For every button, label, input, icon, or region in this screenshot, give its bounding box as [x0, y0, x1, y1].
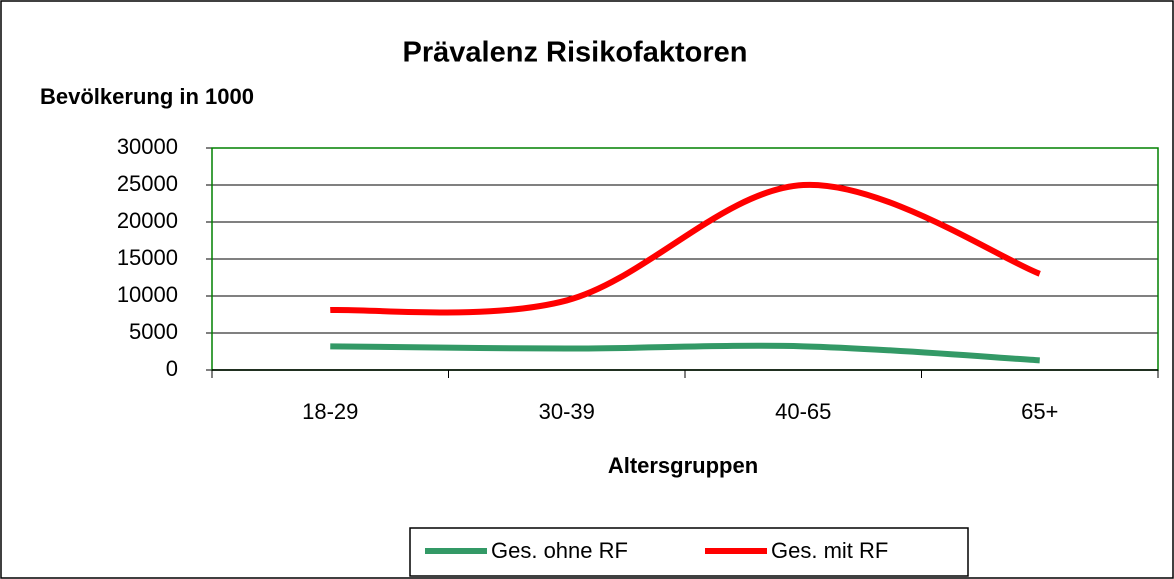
y-tick-label: 30000 [117, 134, 178, 159]
y-tick-label: 0 [166, 356, 178, 381]
chart-title: Prävalenz Risikofaktoren [403, 37, 748, 69]
x-tick-label: 30-39 [539, 399, 595, 424]
x-tick-label: 65+ [1021, 399, 1058, 424]
y-tick-label: 25000 [117, 171, 178, 196]
x-axis-label: Altersgruppen [608, 453, 758, 478]
y-tick-label: 5000 [129, 319, 178, 344]
y-tick-label: 10000 [117, 282, 178, 307]
y-tick-label: 15000 [117, 245, 178, 270]
y-tick-label: 20000 [117, 208, 178, 233]
y-axis-label: Bevölkerung in 1000 [40, 84, 254, 109]
x-tick-label: 18-29 [302, 399, 358, 424]
series-line [330, 342, 1040, 364]
legend-label: Ges. mit RF [771, 538, 888, 563]
legend-box [409, 527, 969, 577]
series-line [330, 181, 1041, 316]
x-tick-label: 40-65 [775, 399, 831, 424]
legend-label: Ges. ohne RF [491, 538, 628, 563]
